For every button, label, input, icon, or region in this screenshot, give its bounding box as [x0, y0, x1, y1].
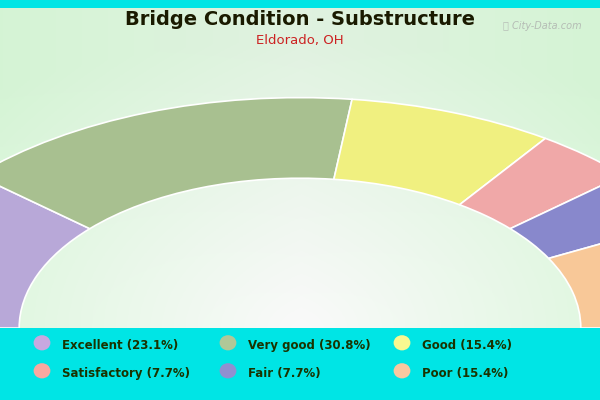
Wedge shape [0, 175, 90, 328]
Text: Ⓢ City-Data.com: Ⓢ City-Data.com [503, 21, 582, 31]
Text: Bridge Condition - Substructure: Bridge Condition - Substructure [125, 10, 475, 29]
Text: Fair (7.7%): Fair (7.7%) [248, 367, 320, 380]
Text: Satisfactory (7.7%): Satisfactory (7.7%) [62, 367, 190, 380]
Text: Excellent (23.1%): Excellent (23.1%) [62, 339, 178, 352]
Wedge shape [334, 99, 545, 205]
Text: Very good (30.8%): Very good (30.8%) [248, 339, 370, 352]
Text: Eldorado, OH: Eldorado, OH [256, 34, 344, 47]
Text: Good (15.4%): Good (15.4%) [422, 339, 512, 352]
Text: Poor (15.4%): Poor (15.4%) [422, 367, 508, 380]
Wedge shape [0, 98, 352, 229]
Wedge shape [510, 175, 600, 258]
Wedge shape [460, 138, 600, 229]
Wedge shape [548, 221, 600, 328]
